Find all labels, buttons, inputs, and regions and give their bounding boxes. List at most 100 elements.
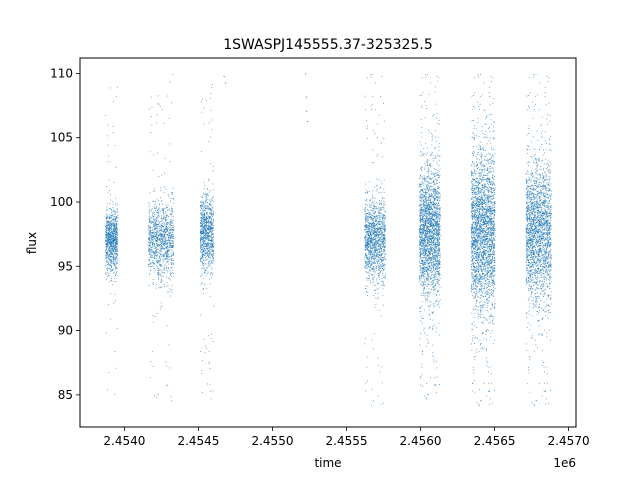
data-point xyxy=(207,193,208,195)
data-point xyxy=(439,255,441,256)
data-point xyxy=(366,291,367,292)
data-point xyxy=(107,241,109,243)
data-point xyxy=(112,218,114,220)
data-point xyxy=(439,207,441,209)
data-point xyxy=(204,229,206,231)
data-point xyxy=(116,262,118,264)
data-point xyxy=(160,233,162,235)
data-point xyxy=(149,254,150,255)
data-point xyxy=(162,240,163,242)
data-point xyxy=(373,226,375,228)
data-point xyxy=(425,192,426,193)
data-point xyxy=(427,394,429,396)
data-point xyxy=(166,228,168,230)
data-point xyxy=(206,221,208,223)
data-point xyxy=(432,252,434,254)
data-point xyxy=(110,227,112,229)
data-point xyxy=(422,189,424,190)
data-point xyxy=(370,279,372,281)
data-point xyxy=(161,215,163,217)
data-point xyxy=(427,269,429,271)
data-point xyxy=(366,220,367,222)
data-point xyxy=(375,242,377,244)
data-point xyxy=(115,241,117,243)
data-point xyxy=(165,188,167,190)
data-point xyxy=(372,256,374,258)
data-point xyxy=(383,257,384,258)
data-point xyxy=(110,235,112,237)
data-point xyxy=(115,264,117,266)
data-point xyxy=(423,286,425,288)
data-point xyxy=(112,254,114,256)
data-point xyxy=(375,228,377,229)
data-point xyxy=(364,217,366,219)
data-point xyxy=(161,254,163,256)
data-point xyxy=(156,397,157,399)
data-point xyxy=(380,221,382,222)
data-point xyxy=(168,247,170,249)
data-point xyxy=(376,229,378,231)
data-point xyxy=(107,234,109,235)
chart-title: 1SWASPJ145555.37-325325.5 xyxy=(223,37,432,53)
data-point xyxy=(374,243,376,244)
data-point xyxy=(210,216,211,218)
data-point xyxy=(204,205,205,207)
data-point xyxy=(158,207,160,209)
data-point xyxy=(207,240,209,242)
data-point xyxy=(201,206,202,208)
data-point xyxy=(105,272,107,274)
data-point xyxy=(212,230,214,232)
data-point xyxy=(152,251,154,253)
data-point xyxy=(367,241,369,243)
data-point xyxy=(162,225,163,227)
data-point xyxy=(114,221,116,222)
data-point xyxy=(157,211,159,213)
data-point xyxy=(426,152,428,154)
data-point xyxy=(368,230,369,232)
data-point xyxy=(372,149,374,151)
data-point xyxy=(373,244,375,246)
data-point xyxy=(158,274,160,275)
data-point xyxy=(419,197,421,199)
data-point xyxy=(157,237,158,239)
data-point xyxy=(378,224,380,225)
data-point xyxy=(106,278,107,280)
data-point xyxy=(212,239,214,241)
data-point xyxy=(169,247,171,249)
data-point xyxy=(369,223,371,225)
data-point xyxy=(200,239,202,241)
data-point xyxy=(205,205,207,207)
data-point xyxy=(200,229,202,231)
data-point xyxy=(200,223,202,225)
data-point xyxy=(207,258,209,260)
data-point xyxy=(161,220,163,222)
data-point xyxy=(372,225,374,227)
data-point xyxy=(156,250,158,252)
data-point xyxy=(367,248,368,250)
data-point xyxy=(170,235,172,237)
data-point xyxy=(435,130,436,131)
data-point xyxy=(202,214,204,216)
data-point xyxy=(148,241,150,243)
data-point xyxy=(425,254,426,256)
data-point xyxy=(421,144,422,146)
data-point xyxy=(109,217,110,218)
data-point xyxy=(368,267,370,268)
data-point xyxy=(376,222,378,224)
data-point xyxy=(424,226,426,228)
data-point xyxy=(424,395,425,397)
data-point xyxy=(202,232,203,234)
data-point xyxy=(207,235,209,236)
data-point xyxy=(372,204,374,206)
data-point xyxy=(379,228,381,230)
data-point xyxy=(160,197,161,199)
data-point xyxy=(163,237,165,239)
data-point xyxy=(151,124,153,126)
data-point xyxy=(367,227,369,229)
data-point xyxy=(203,235,205,236)
data-point xyxy=(171,234,173,235)
data-point xyxy=(377,231,379,233)
data-point xyxy=(207,253,209,255)
data-point xyxy=(159,221,161,222)
data-point xyxy=(113,226,114,228)
